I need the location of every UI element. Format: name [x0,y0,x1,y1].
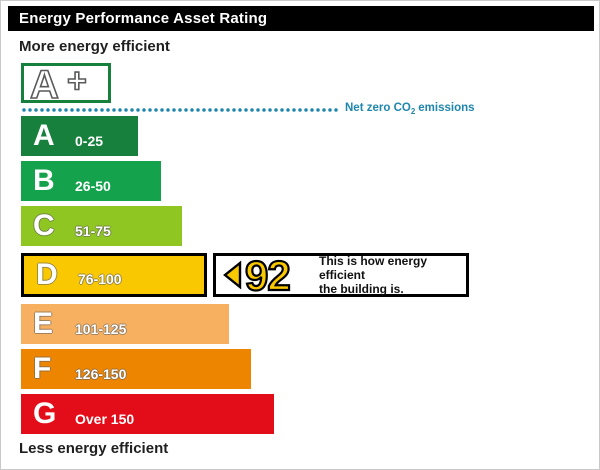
band-d: D 76-100 [21,253,207,297]
rating-caption: This is how energy efficient the buildin… [319,254,466,296]
a-plus-sign: + [67,67,87,99]
band-b: B 26-50 [21,161,161,201]
net-zero-text-pre: Net zero CO [345,102,411,114]
band-e: E 101-125 [21,304,229,344]
chart-title: Energy Performance Asset Rating [19,10,268,27]
net-zero-subscript: 2 [410,107,416,116]
rating-caption-line1: This is how energy efficient [319,254,428,282]
band-b-letter: B [33,164,55,197]
band-c-letter: C [33,209,55,242]
band-f-letter: F [33,352,52,385]
band-b-range: 26-50 [75,178,111,194]
band-c: C 51-75 [21,206,182,246]
band-f-range: 126-150 [75,366,127,382]
rating-value: 92 [245,256,290,294]
band-a: A 0-25 [21,116,138,156]
current-rating-pointer: 92 This is how energy efficient the buil… [213,253,469,297]
rating-arrow-icon: 92 [223,256,292,294]
net-zero-label: Net zero CO2 emissions [345,102,475,116]
more-efficient-label: More energy efficient [19,38,170,55]
left-triangle-icon [223,260,242,290]
band-c-range: 51-75 [75,223,111,239]
band-g-range: Over 150 [75,411,135,427]
a-plus-letter: A [30,67,59,99]
band-g: G Over 150 [21,394,274,434]
band-g-letter: G [33,397,57,430]
net-zero-dotted-line-icon [21,107,339,113]
less-efficient-label: Less energy efficient [19,440,169,457]
chart-title-bar: Energy Performance Asset Rating [8,6,594,31]
a-plus-icon: A + [29,67,87,99]
rating-caption-line2: the building is. [319,282,404,296]
band-e-letter: E [33,307,54,340]
band-d-range: 76-100 [78,271,122,287]
band-e-range: 101-125 [75,321,127,337]
band-a-range: 0-25 [75,133,104,149]
band-f: F 126-150 [21,349,251,389]
net-zero-text-post: emissions [418,102,475,114]
band-a-plus: A + [21,63,111,103]
band-d-letter: D [36,258,58,291]
band-a-letter: A [33,119,55,152]
